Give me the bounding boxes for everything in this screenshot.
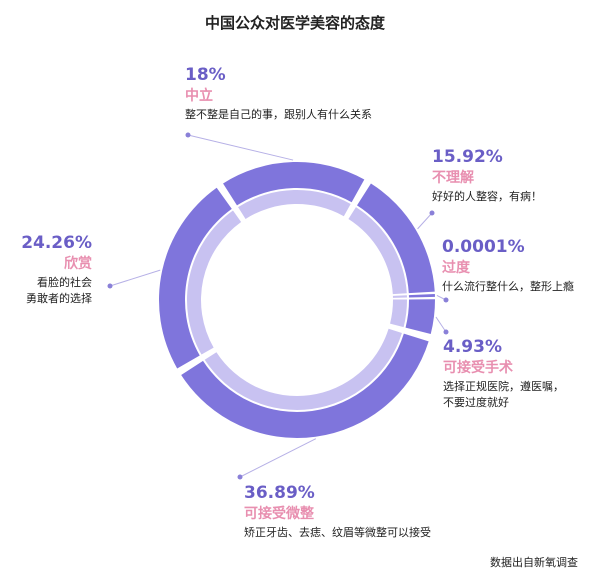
- donut-segment-inner-1: [348, 207, 407, 295]
- segment-category-label-2: 过度: [442, 259, 471, 276]
- leader-dot-0: [185, 132, 191, 138]
- donut-rings: [159, 162, 435, 439]
- segment-percent-label-3: 4.93%: [443, 337, 502, 357]
- segment-category-label-5: 欣赏: [64, 255, 92, 272]
- segment-category-label-3: 可接受手术: [443, 359, 513, 376]
- donut-segment-inner-0: [238, 190, 351, 219]
- segment-description-3-1: 不要过度就好: [443, 395, 509, 409]
- donut-segment-outer-0: [223, 162, 365, 206]
- donut-segment-outer-4: [181, 333, 429, 439]
- donut-segment-inner-5: [186, 210, 242, 355]
- segment-category-label-0: 中立: [185, 87, 213, 104]
- leader-dot-5: [107, 283, 113, 289]
- segment-percent-label-5: 24.26%: [21, 233, 92, 253]
- segment-description-3-0: 选择正规医院，遵医嘱，: [443, 379, 564, 393]
- leader-dot-3: [443, 329, 449, 335]
- segment-description-0-0: 整不整是自己的事，跟别人有什么关系: [185, 107, 372, 121]
- donut-segment-outer-2: [408, 294, 435, 298]
- leader-line-1: [417, 212, 433, 230]
- leader-dot-2: [443, 297, 449, 303]
- segment-category-label-4: 可接受微整: [244, 505, 315, 522]
- segment-percent-label-0: 18%: [185, 65, 226, 85]
- leader-line-0: [187, 134, 294, 161]
- donut-segment-outer-5: [159, 187, 232, 369]
- segment-description-5-0: 看脸的社会: [37, 275, 92, 289]
- leader-line-3: [435, 316, 447, 333]
- leader-dot-4: [237, 474, 243, 480]
- segment-description-2-0: 什么流行整什么，整形上瘾: [442, 279, 574, 293]
- donut-segment-outer-1: [357, 183, 435, 294]
- data-source-note: 数据出自新氧调查: [490, 555, 578, 569]
- donut-segment-inner-2: [392, 295, 407, 298]
- segment-percent-label-2: 0.0001%: [442, 237, 525, 257]
- chart-title: 中国公众对医学美容的态度: [205, 14, 386, 32]
- leader-lines: [107, 132, 449, 480]
- leader-dot-1: [429, 210, 435, 216]
- leader-line-5: [109, 269, 161, 287]
- segment-description-4-0: 矫正牙齿、去痣、纹眉等微整可以接受: [244, 525, 431, 539]
- segment-category-label-1: 不理解: [432, 169, 474, 186]
- donut-segment-inner-3: [390, 299, 407, 328]
- segment-description-1-0: 好好的人整容，有病！: [432, 189, 542, 203]
- donut-segment-inner-4: [204, 328, 402, 410]
- segment-percent-label-1: 15.92%: [432, 147, 503, 167]
- donut-segment-outer-3: [405, 299, 435, 334]
- segment-percent-label-4: 36.89%: [244, 483, 315, 503]
- segment-description-5-1: 勇敢者的选择: [26, 291, 92, 305]
- leader-line-4: [239, 438, 317, 478]
